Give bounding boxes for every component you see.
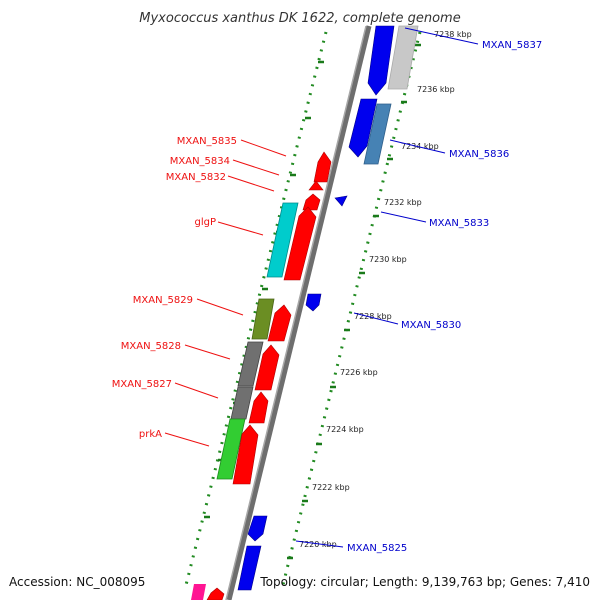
- gene-block-steelblue[interactable]: [363, 103, 392, 165]
- gene-label-prkA[interactable]: prkA: [139, 429, 162, 440]
- gene-arrow-MXAN-5835[interactable]: [313, 151, 332, 183]
- gene-arrow-glgP[interactable]: [283, 206, 317, 281]
- gene-arrow-MXAN-5836[interactable]: [348, 98, 378, 158]
- gene-label-MXAN-5827[interactable]: MXAN_5827: [112, 379, 172, 390]
- gene-label-MXAN-5832[interactable]: MXAN_5832: [166, 172, 226, 183]
- kbp-tick-label: 7226 kbp: [340, 368, 378, 377]
- gene-arrow-MXAN-5829[interactable]: [267, 304, 292, 342]
- gene-label-MXAN-5837[interactable]: MXAN_5837: [482, 40, 542, 51]
- kbp-tick-labels: 7238 kbp 7236 kbp 7234 kbp 7232 kbp 7230…: [299, 30, 472, 549]
- gene-label-MXAN-5828[interactable]: MXAN_5828: [121, 341, 181, 352]
- gene-block-magenta[interactable]: [191, 584, 206, 600]
- gene-block-lightgray-1[interactable]: [387, 25, 419, 90]
- gene-arrow-MXAN-5833[interactable]: [334, 195, 348, 207]
- kbp-tick-label: 7228 kbp: [354, 312, 392, 321]
- kbp-tick-label: 7234 kbp: [401, 142, 439, 151]
- right-gene-labels: MXAN_5837 MXAN_5836 MXAN_5833 MXAN_5830 …: [347, 40, 542, 554]
- gene-label-MXAN-5835[interactable]: MXAN_5835: [177, 136, 237, 147]
- inner-track-blue-genes: [237, 25, 395, 591]
- gene-label-MXAN-5829[interactable]: MXAN_5829: [133, 295, 193, 306]
- gene-block-glgP[interactable]: [266, 202, 299, 278]
- backbone-line: [225, 25, 372, 600]
- gene-arrow-MXAN-5834[interactable]: [308, 180, 324, 191]
- outer-track-genes: [191, 25, 419, 600]
- gene-arrow-MXAN-5825[interactable]: [247, 515, 268, 542]
- right-leader-lines: [295, 27, 479, 548]
- topology-text: Topology: circular; Length: 9,139,763 bp…: [259, 575, 590, 589]
- gene-block-MXAN-5829[interactable]: [251, 298, 275, 340]
- kbp-tick-label: 7236 kbp: [417, 85, 455, 94]
- map-title: Myxococcus xanthus DK 1622, complete gen…: [139, 11, 460, 26]
- gene-block-MXAN-5828[interactable]: [237, 341, 264, 387]
- gene-label-MXAN-5834[interactable]: MXAN_5834: [170, 156, 230, 167]
- left-leader-lines: [164, 139, 287, 447]
- kbp-tick-label: 7220 kbp: [299, 540, 337, 549]
- left-gene-labels: MXAN_5835 MXAN_5834 MXAN_5832 glgP MXAN_…: [112, 136, 237, 440]
- gene-arrow-bottom-red[interactable]: [206, 587, 225, 600]
- kbp-tick-label: 7238 kbp: [434, 30, 472, 39]
- gene-arrow-MXAN-5830[interactable]: [305, 293, 322, 312]
- accession-text: Accession: NC_008095: [9, 575, 145, 589]
- kbp-tick-label: 7232 kbp: [384, 198, 422, 207]
- gene-label-MXAN-5833[interactable]: MXAN_5833: [429, 218, 489, 229]
- gene-label-glgP[interactable]: glgP: [194, 217, 216, 228]
- gene-arrow-prkA[interactable]: [232, 424, 259, 485]
- gene-arrow-blue-bottom[interactable]: [237, 545, 262, 591]
- gene-arrow-MXAN-5832[interactable]: [302, 193, 321, 211]
- gene-arrow-MXAN-5828[interactable]: [254, 344, 280, 391]
- gene-label-MXAN-5825[interactable]: MXAN_5825: [347, 543, 407, 554]
- kbp-tick-label: 7222 kbp: [312, 483, 350, 492]
- gene-arrow-MXAN-5827[interactable]: [248, 391, 269, 424]
- gene-block-MXAN-5827[interactable]: [230, 386, 254, 420]
- inner-track-red-genes: [206, 151, 332, 600]
- gene-label-MXAN-5830[interactable]: MXAN_5830: [401, 320, 461, 331]
- kbp-tick-label: 7224 kbp: [326, 425, 364, 434]
- gene-label-MXAN-5836[interactable]: MXAN_5836: [449, 149, 509, 160]
- kbp-tick-label: 7230 kbp: [369, 255, 407, 264]
- gene-block-prkA[interactable]: [216, 418, 246, 480]
- gene-arrow-MXAN-5837[interactable]: [367, 25, 395, 96]
